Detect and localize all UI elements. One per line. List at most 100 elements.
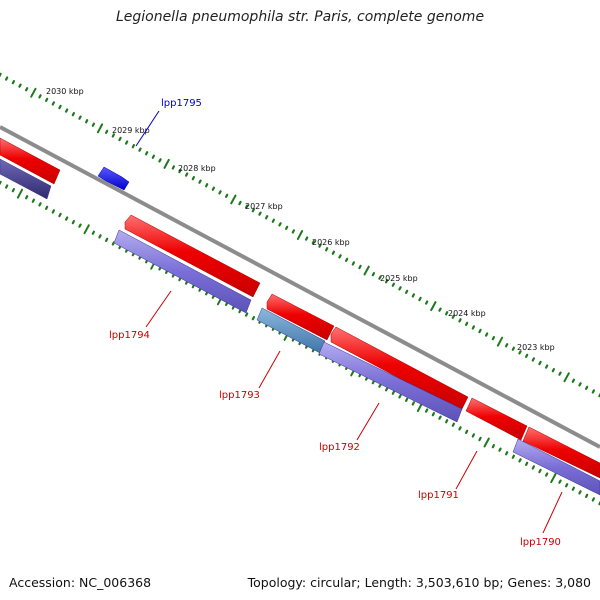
inner-minor-tick <box>411 401 415 406</box>
outer-minor-tick <box>78 115 82 120</box>
outer-minor-tick <box>358 264 362 270</box>
outer-minor-tick <box>271 218 275 223</box>
outer-minor-tick <box>418 296 422 302</box>
label-lpp1794[interactable]: lpp1794 <box>109 330 150 341</box>
inner-minor-tick <box>478 436 482 442</box>
reverse-strand-genes <box>0 158 600 496</box>
inner-minor-tick <box>71 220 76 225</box>
outer-minor-tick <box>338 254 342 259</box>
gene-reverse-dark-edge[interactable] <box>0 158 52 200</box>
inner-minor-tick <box>511 454 516 459</box>
label-lpp1790[interactable]: lpp1790 <box>520 537 561 548</box>
gene-forward-left-edge[interactable] <box>0 137 61 185</box>
outer-minor-tick <box>0 72 2 78</box>
inner-minor-tick <box>431 412 435 417</box>
outer-minor-tick <box>578 382 582 387</box>
outer-minor-tick <box>385 279 389 284</box>
inner-minor-tick <box>104 237 109 242</box>
outer-minor-tick <box>211 186 215 191</box>
outer-minor-tick <box>225 193 229 198</box>
outer-minor-tick <box>471 325 475 330</box>
inner-minor-tick <box>558 479 562 484</box>
map-title: Legionella pneumophila str. Paris, compl… <box>115 9 485 25</box>
forward-strand-genes <box>0 137 600 479</box>
inner-minor-tick <box>538 468 542 474</box>
ruler-label-2030: 2030 kbp <box>46 87 84 96</box>
outer-major-tick <box>30 87 37 98</box>
gene-forward-4[interactable] <box>465 397 528 441</box>
outer-minor-tick <box>131 144 135 149</box>
gene-lpp1791-body[interactable] <box>512 438 600 496</box>
label-lpp1793[interactable]: lpp1793 <box>219 390 260 401</box>
label-leaders <box>135 110 563 534</box>
outer-minor-tick <box>205 183 209 188</box>
inner-minor-tick <box>51 209 56 214</box>
inner-minor-tick <box>405 397 409 402</box>
outer-minor-tick <box>538 360 542 366</box>
inner-minor-tick <box>544 472 549 477</box>
inner-minor-tick <box>571 486 576 491</box>
inner-minor-tick <box>458 426 462 431</box>
outer-minor-tick <box>118 136 122 142</box>
inner-minor-tick <box>78 223 82 228</box>
gene-forward-3[interactable] <box>330 326 469 412</box>
outer-minor-tick <box>465 321 469 326</box>
outer-minor-tick <box>511 346 516 351</box>
outer-minor-tick <box>544 364 549 369</box>
outer-minor-tick <box>84 119 89 124</box>
inner-minor-tick <box>38 202 42 207</box>
outer-major-tick <box>163 158 170 169</box>
outer-minor-tick <box>571 378 576 383</box>
inner-ruler-ticks <box>0 180 600 506</box>
outer-minor-tick <box>251 208 255 213</box>
outer-minor-tick <box>378 275 382 280</box>
inner-minor-tick <box>4 184 9 189</box>
outer-minor-tick <box>185 172 189 177</box>
inner-minor-tick <box>398 394 402 399</box>
outer-minor-tick <box>18 83 22 88</box>
outer-minor-tick <box>218 190 222 195</box>
outer-minor-tick <box>311 240 315 245</box>
outer-minor-tick <box>245 204 249 209</box>
outer-minor-tick <box>584 385 589 390</box>
label-lpp1791[interactable]: lpp1791 <box>418 490 459 501</box>
inner-minor-tick <box>505 451 509 456</box>
inner-minor-tick <box>425 408 429 413</box>
outer-ruler-ticks <box>0 72 600 398</box>
inner-minor-tick <box>445 419 449 424</box>
outer-minor-tick <box>305 236 309 241</box>
inner-minor-tick <box>465 429 469 434</box>
outer-minor-tick <box>64 108 69 113</box>
outer-minor-tick <box>104 129 109 134</box>
outer-major-tick <box>296 230 304 240</box>
outer-minor-tick <box>25 87 29 92</box>
genome-summary-text: Topology: circular; Length: 3,503,610 bp… <box>247 575 591 590</box>
inner-minor-tick <box>58 212 62 218</box>
inner-major-tick <box>16 188 24 199</box>
gene-forward-1[interactable] <box>124 214 261 298</box>
inner-minor-tick <box>0 180 2 186</box>
outer-minor-tick <box>171 165 175 170</box>
inner-minor-tick <box>385 387 389 392</box>
outer-minor-tick <box>158 158 162 163</box>
gene-lpp1792-body[interactable] <box>318 341 463 423</box>
gene-lpp1795-body[interactable] <box>97 166 130 191</box>
inner-minor-tick <box>438 415 442 420</box>
outer-minor-tick <box>38 94 42 99</box>
outer-minor-tick <box>505 343 509 348</box>
inner-minor-tick <box>531 465 536 470</box>
outer-minor-tick <box>51 101 56 106</box>
outer-minor-tick <box>318 243 322 248</box>
ruler-label-2028: 2028 kbp <box>178 164 216 173</box>
outer-minor-tick <box>71 111 76 117</box>
leader-lpp1792 <box>356 402 380 441</box>
outer-minor-tick <box>445 311 449 316</box>
gene-forward-right-edge[interactable] <box>522 426 600 479</box>
label-lpp1792[interactable]: lpp1792 <box>319 442 360 453</box>
label-lpp1795[interactable]: lpp1795 <box>161 98 202 109</box>
inner-minor-tick <box>44 205 49 210</box>
gene-forward-2[interactable] <box>266 293 335 341</box>
outer-minor-tick <box>325 247 329 252</box>
gene-lpp1794-body[interactable] <box>113 229 252 314</box>
